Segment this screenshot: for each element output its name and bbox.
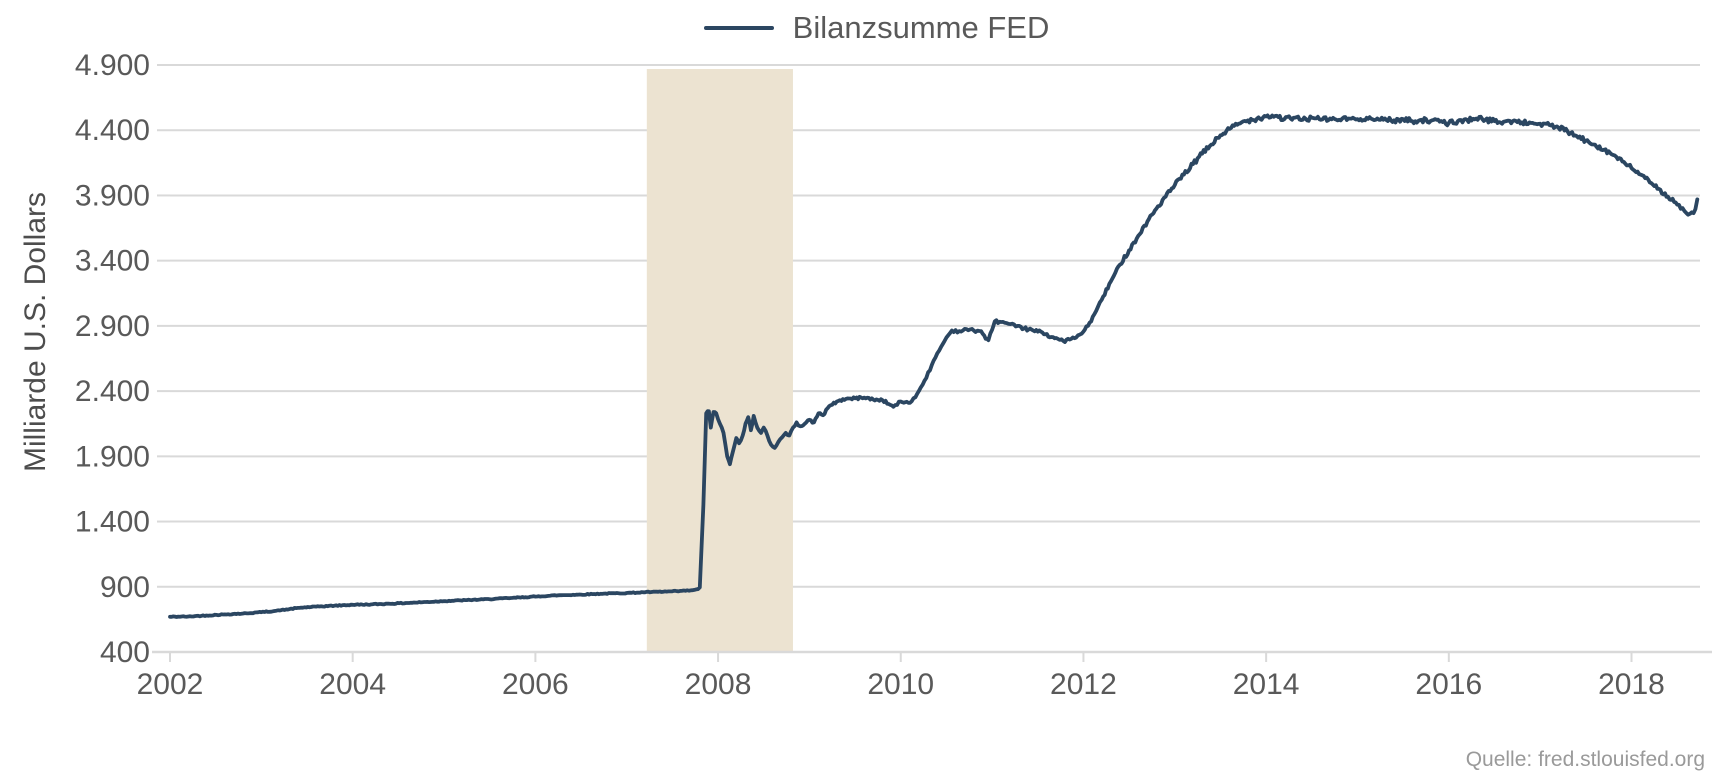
y-tick-label: 4.900 — [75, 49, 150, 82]
series-line-bilanzsumme-fed — [168, 113, 1700, 619]
y-tick-label: 400 — [100, 636, 150, 669]
recession-band — [646, 69, 793, 651]
x-tick-label: 2014 — [1233, 668, 1300, 701]
y-tick-label: 4.400 — [75, 114, 150, 147]
x-tick-label: 2002 — [137, 668, 204, 701]
x-tick-label: 2012 — [1050, 668, 1117, 701]
x-tick-label: 2008 — [685, 668, 752, 701]
x-tick-label: 2006 — [502, 668, 569, 701]
y-tick-label: 2.400 — [75, 375, 150, 408]
x-tick-label: 2018 — [1598, 668, 1665, 701]
y-tick-label: 2.900 — [75, 310, 150, 343]
source-credit: Quelle: fred.stlouisfed.org — [1465, 748, 1705, 771]
y-tick-label: 900 — [100, 571, 150, 604]
x-tick-label: 2010 — [867, 668, 934, 701]
legend: Bilanzsumme FED — [0, 10, 1731, 46]
legend-line-swatch — [703, 26, 774, 30]
y-tick-label: 1.900 — [75, 440, 150, 473]
y-tick-label: 3.900 — [75, 179, 150, 212]
x-tick-label: 2004 — [319, 668, 386, 701]
legend-label: Bilanzsumme FED — [792, 10, 1050, 45]
x-tick-label: 2016 — [1415, 668, 1482, 701]
y-tick-label: 1.400 — [75, 506, 150, 539]
y-tick-label: 3.400 — [75, 245, 150, 278]
